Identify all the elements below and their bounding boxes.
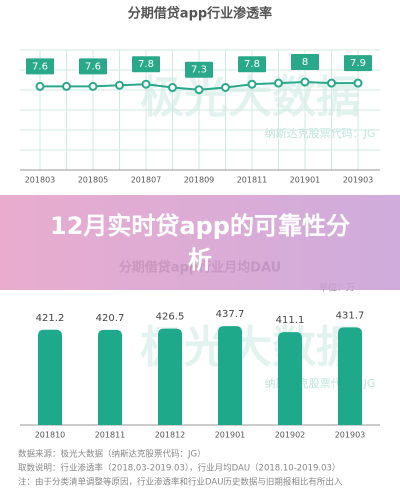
point	[247, 79, 257, 89]
x-tick-label: 201902	[275, 431, 306, 440]
point	[353, 78, 363, 88]
x-tick-label: 201903	[343, 176, 374, 185]
data-label: 421.2	[36, 313, 65, 324]
label-box	[238, 56, 266, 73]
data-label: 426.5	[156, 312, 185, 323]
data-label: 437.7	[216, 309, 245, 320]
bar	[98, 329, 122, 425]
label-box	[291, 54, 319, 70]
x-tick-label: 201805	[78, 176, 109, 185]
label-box	[132, 56, 160, 73]
point	[141, 79, 151, 89]
point	[35, 81, 45, 91]
label-box	[185, 61, 213, 78]
bar	[278, 332, 302, 425]
data-label: 7.8	[138, 59, 154, 70]
label-box	[344, 55, 372, 72]
point	[194, 85, 204, 95]
bar	[218, 326, 242, 425]
x-tick-label: 201903	[335, 431, 366, 440]
x-tick-label: 201812	[155, 431, 186, 440]
point	[221, 83, 230, 92]
x-tick-label: 201901	[215, 431, 246, 440]
data-label: 431.7	[336, 310, 365, 321]
x-tick-label: 201803	[25, 176, 56, 185]
chart-title: 分期借贷app行业渗透率	[128, 6, 272, 22]
x-tick-label: 201810	[35, 431, 66, 440]
bar	[338, 327, 362, 425]
point	[274, 78, 283, 88]
data-label: 8	[302, 57, 308, 68]
overlay-title: 12月实时贷app的可靠性分析	[50, 211, 350, 274]
data-label: 411.1	[276, 315, 305, 326]
data-label: 7.3	[191, 65, 207, 76]
label-box	[79, 58, 107, 75]
bar	[158, 328, 182, 425]
data-label: 7.9	[350, 58, 366, 69]
label-box	[26, 58, 54, 75]
data-label: 7.6	[32, 61, 48, 72]
data-label: 7.8	[244, 59, 260, 70]
x-tick-label: 201807	[131, 176, 162, 185]
data-label: 420.7	[96, 313, 125, 324]
overlay-band: 12月实时贷app的可靠性分析	[0, 195, 400, 290]
x-tick-label: 201811	[95, 431, 126, 440]
data-label: 7.6	[85, 61, 101, 72]
note: 注：由于分类清单调整等原因，行业渗透率和行业DAU历史数据与旧期报相比有所出入	[18, 477, 343, 488]
note: 取数说明：行业渗透率（2018.03-2019.03），行业月均DAU（2018…	[18, 463, 340, 474]
x-tick-label: 201809	[184, 176, 215, 185]
point	[88, 81, 98, 91]
bar	[38, 329, 62, 425]
point	[115, 80, 124, 90]
note: 数据来源：极光大数据（纳斯达克股票代码：JG）	[18, 449, 206, 460]
x-tick-label: 201811	[237, 176, 268, 185]
point	[300, 77, 310, 87]
watermark-code: 纳斯达克股票代码：JG	[265, 127, 376, 140]
point	[327, 78, 336, 88]
point	[168, 83, 177, 92]
x-tick-label: 201901	[290, 176, 321, 185]
point	[62, 81, 71, 91]
